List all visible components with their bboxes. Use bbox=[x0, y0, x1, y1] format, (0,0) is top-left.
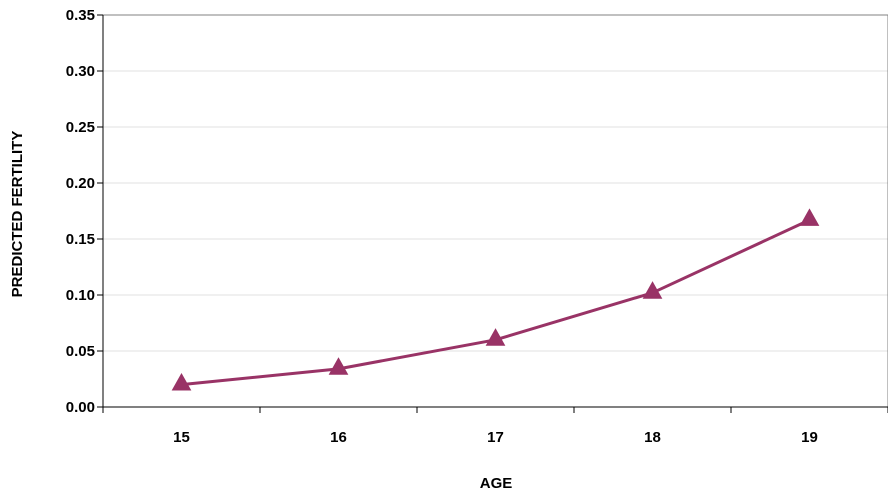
data-point-marker bbox=[171, 372, 192, 391]
y-tick-label: 0.30 bbox=[66, 63, 95, 80]
data-point-marker bbox=[328, 357, 349, 375]
y-tick-label: 0.15 bbox=[66, 231, 95, 248]
data-point-marker bbox=[642, 281, 663, 299]
series-layer bbox=[171, 208, 820, 391]
y-tick-label: 0.20 bbox=[66, 175, 95, 192]
series-line bbox=[181, 218, 811, 387]
x-tick-label: 17 bbox=[487, 429, 504, 446]
x-axis-title: AGE bbox=[480, 475, 513, 492]
y-tick-label: 0.10 bbox=[66, 287, 95, 304]
x-tick-label: 18 bbox=[644, 429, 661, 446]
y-tick-label: 0.25 bbox=[66, 119, 95, 136]
plot-area-border bbox=[102, 14, 888, 408]
axes bbox=[97, 14, 888, 413]
data-point-marker bbox=[485, 328, 506, 346]
x-tick-label: 19 bbox=[801, 429, 818, 446]
data-point-marker bbox=[799, 208, 820, 226]
gridlines bbox=[103, 70, 888, 352]
y-tick-label: 0.00 bbox=[66, 399, 95, 416]
y-tick-labels: 0.00 0.05 0.10 0.15 0.20 0.25 0.30 0.35 bbox=[66, 7, 95, 416]
y-tick-label: 0.35 bbox=[66, 7, 95, 24]
y-axis-title: PREDICTED FERTILITY bbox=[9, 131, 26, 298]
x-tick-label: 15 bbox=[173, 429, 190, 446]
y-tick-label: 0.05 bbox=[66, 343, 95, 360]
x-tick-labels: 15 16 17 18 19 bbox=[173, 429, 818, 446]
x-tick-label: 16 bbox=[330, 429, 347, 446]
